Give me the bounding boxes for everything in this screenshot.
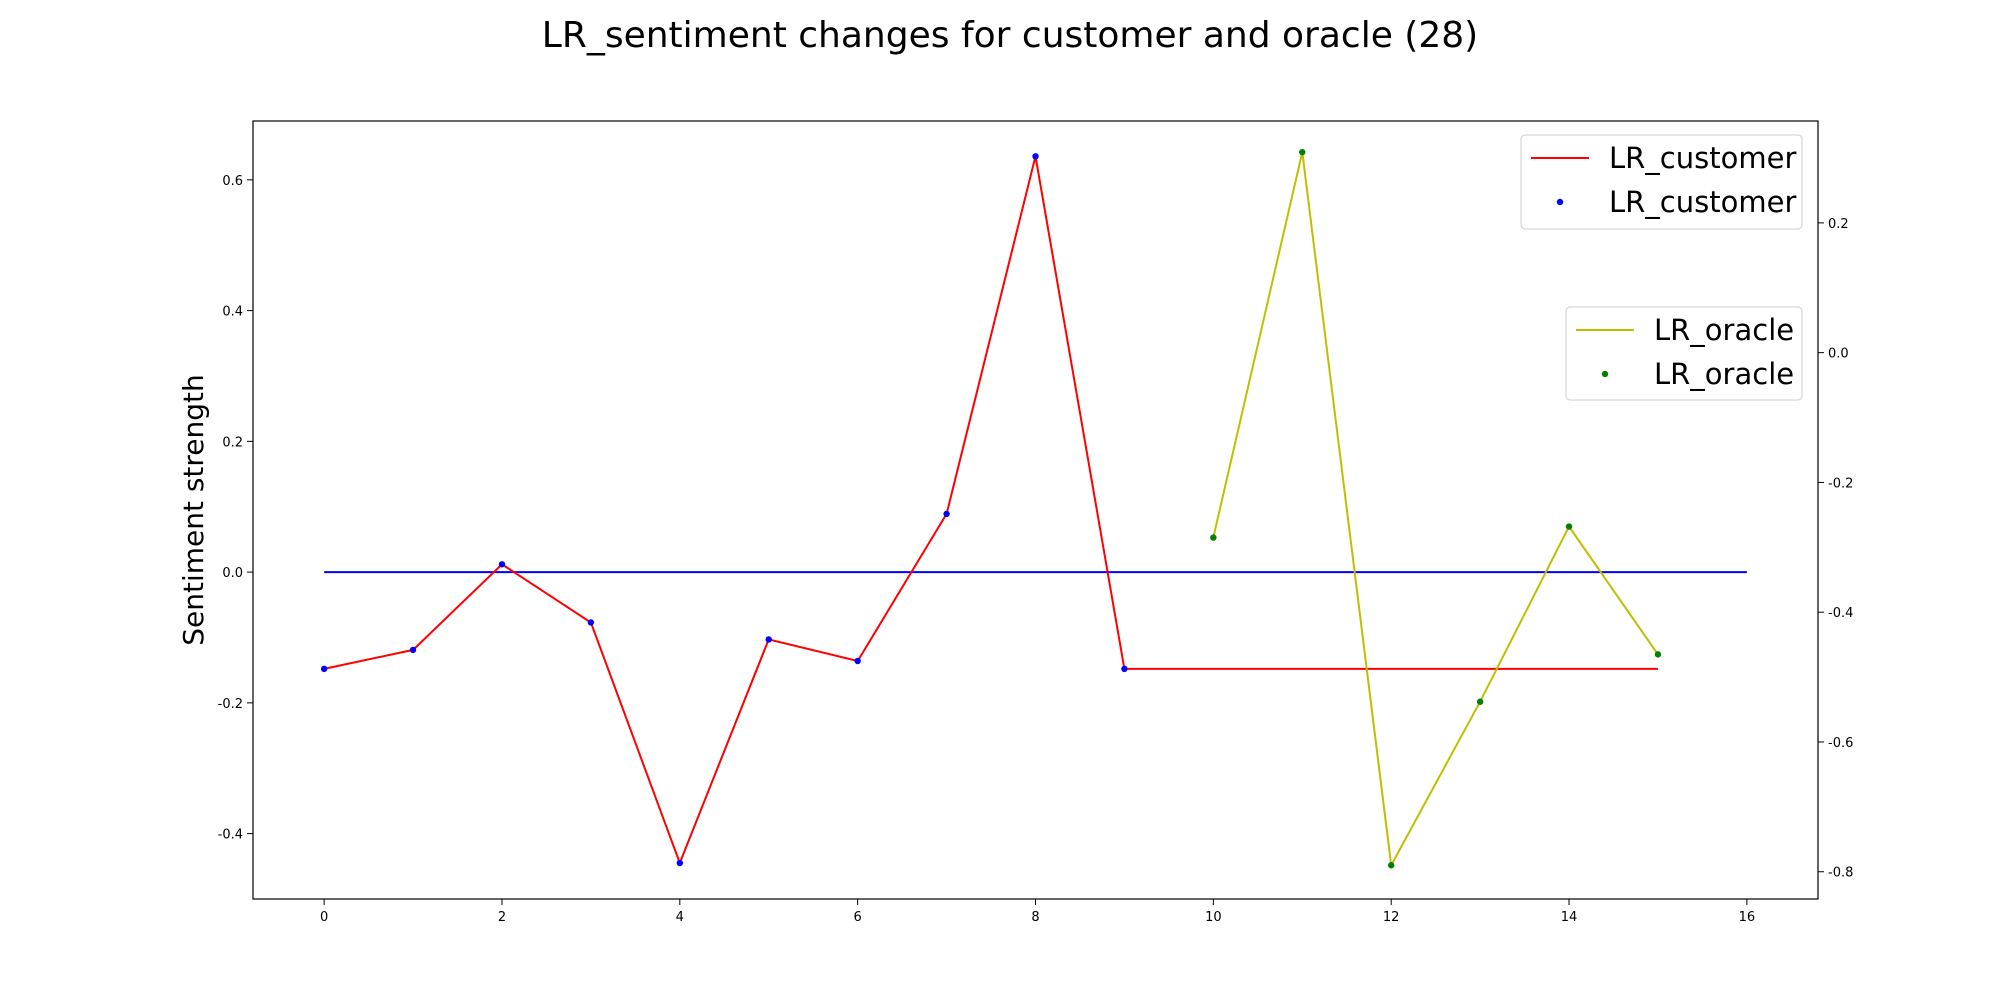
series-line-LR_customer (323, 156, 1658, 866)
legend-1: LR_customer LR_customer (1520, 134, 1803, 230)
y-axis-label: Sentiment strength (177, 374, 210, 646)
legend-label: LR_oracle (1654, 357, 1794, 391)
data-point-LR_customer (765, 636, 772, 643)
right-y-tick-label: 0.2 (1828, 217, 1849, 232)
chart-title: LR_sentiment changes for customer and or… (542, 15, 1478, 56)
legend-label: LR_oracle (1654, 313, 1794, 347)
x-tick-label: 16 (1739, 910, 1756, 925)
data-point-LR_customer (409, 646, 417, 654)
legend-marker-swatch (1556, 198, 1564, 206)
legend-box (1520, 134, 1803, 230)
data-point-LR_customer (498, 561, 506, 568)
legend-marker-swatch (1601, 370, 1609, 378)
data-point-LR_customer (943, 510, 950, 518)
x-tick-label: 0 (320, 910, 328, 925)
data-point-LR_oracle (1654, 651, 1662, 658)
right-y-tick-label: -0.4 (1828, 606, 1853, 621)
left-y-axis: -0.4 -0.2 0.0 0.2 0.4 0.6 (218, 174, 253, 843)
right-y-tick-label: -0.6 (1828, 736, 1853, 751)
data-point-LR_customer (587, 619, 595, 626)
data-point-LR_customer (676, 859, 684, 867)
data-point-LR_oracle (1210, 534, 1217, 541)
left-y-tick-label: -0.4 (218, 828, 243, 843)
legend-label: LR_customer (1609, 185, 1796, 219)
x-axis: 0 2 4 6 8 10 12 14 16 (320, 899, 1755, 925)
x-tick-label: 12 (1383, 910, 1400, 925)
data-point-LR_oracle (1387, 862, 1395, 869)
x-tick-label: 14 (1561, 910, 1578, 925)
right-y-tick-label: 0.0 (1828, 347, 1849, 362)
right-y-axis: -0.8 -0.6 -0.4 -0.2 0.0 0.2 (1818, 217, 1853, 881)
left-y-tick-label: 0.4 (222, 305, 243, 320)
data-point-LR_oracle (1299, 148, 1306, 156)
legend-2: LR_oracle LR_oracle (1565, 306, 1803, 401)
data-point-LR_customer (854, 657, 861, 665)
series-line-LR_oracle (1212, 151, 1659, 869)
data-point-LR_customer (320, 665, 328, 673)
right-y-tick-label: -0.2 (1828, 476, 1853, 491)
x-tick-label: 6 (854, 910, 862, 925)
right-y-tick-label: -0.8 (1828, 866, 1853, 881)
data-point-LR_oracle (1565, 523, 1573, 530)
left-y-tick-label: 0.0 (222, 566, 243, 581)
plot-area (252, 120, 1819, 900)
left-y-tick-label: -0.2 (218, 697, 243, 712)
data-point-LR_customer (1032, 153, 1039, 160)
x-tick-label: 10 (1205, 910, 1222, 925)
x-tick-label: 4 (676, 910, 684, 925)
left-y-tick-label: 0.2 (222, 435, 243, 450)
series-layer (320, 148, 1747, 869)
x-tick-label: 2 (498, 910, 506, 925)
data-point-LR_customer (1121, 665, 1128, 673)
data-point-LR_oracle (1476, 698, 1484, 705)
legend-label: LR_customer (1609, 141, 1796, 175)
legend-layer: LR_customer LR_customer LR_oracle LR_oracle (1520, 134, 1803, 401)
x-tick-label: 8 (1031, 910, 1039, 925)
left-y-tick-label: 0.6 (222, 174, 243, 189)
